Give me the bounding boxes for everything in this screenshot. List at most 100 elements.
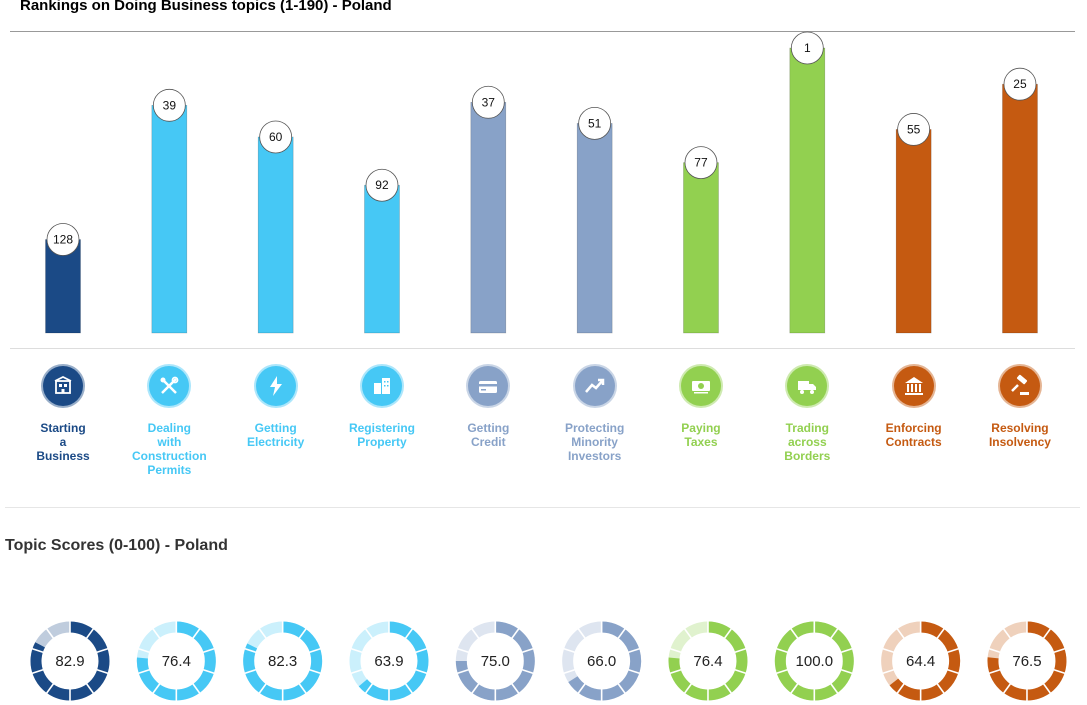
donut-separator — [896, 627, 906, 640]
donut-fill — [889, 621, 961, 701]
topic-label: Enforcing Contracts — [885, 421, 942, 449]
title-divider — [10, 31, 1075, 32]
rank-badge — [259, 120, 293, 154]
donut-separator — [258, 627, 268, 640]
topic-item: Registering Property — [327, 366, 437, 449]
donut-separator — [723, 627, 733, 640]
rank-label: 92 — [375, 178, 389, 192]
donut-separator — [404, 627, 414, 640]
rank-badge — [152, 88, 186, 122]
donut-fill — [136, 621, 216, 701]
donut-separator — [1042, 627, 1052, 640]
rank-badge — [471, 85, 505, 119]
donut-separator — [95, 668, 109, 675]
donut-separator — [1052, 668, 1066, 675]
donut-separator — [151, 627, 161, 640]
donut-separator — [988, 647, 1002, 654]
score-label: 63.9 — [374, 653, 403, 670]
donut-separator — [202, 668, 216, 675]
donut-separator — [308, 668, 322, 675]
rank-badge — [684, 146, 718, 180]
building-icon — [43, 366, 83, 406]
rank-label: 55 — [907, 122, 921, 136]
donut-separator — [414, 668, 428, 675]
score-donut: 76.4 — [668, 620, 748, 702]
credit-card-icon — [468, 366, 509, 406]
bar — [364, 184, 400, 334]
section-divider — [5, 507, 1080, 508]
donut-separator — [946, 668, 960, 675]
score-label: 75.0 — [481, 653, 510, 670]
donut-separator — [308, 647, 322, 654]
donut-separator — [1042, 682, 1052, 695]
donut-separator — [617, 627, 627, 640]
trend-up-icon — [574, 366, 615, 406]
donut-fill — [30, 621, 110, 701]
donut-separator — [137, 647, 151, 654]
donut-separator — [364, 627, 374, 640]
bar — [470, 101, 507, 334]
donut-separator — [298, 627, 308, 640]
donut-separator — [470, 682, 480, 695]
bar — [257, 136, 294, 334]
donut-separator — [617, 682, 627, 695]
donut-separator — [364, 682, 374, 695]
donut-separator — [936, 627, 946, 640]
donut-separator — [627, 647, 641, 654]
donut-separator — [789, 682, 799, 695]
donut-separator — [243, 647, 257, 654]
score-label: 82.3 — [268, 653, 297, 670]
donut-separator — [733, 647, 747, 654]
score-label: 76.4 — [162, 653, 191, 670]
donut-separator — [298, 682, 308, 695]
donut-separator — [562, 647, 576, 654]
donut-fill — [455, 621, 535, 701]
rank-badge — [578, 106, 612, 140]
bar — [789, 47, 826, 334]
rank-badge — [46, 223, 80, 256]
money-icon — [680, 366, 721, 406]
score-donut: 64.4 — [881, 620, 961, 702]
gavel-icon — [999, 366, 1040, 406]
topic-label: Starting a Business — [36, 421, 90, 463]
score-donut: 76.5 — [987, 620, 1067, 702]
tools-icon — [149, 366, 190, 406]
donut-separator — [45, 627, 55, 640]
score-donut: 66.0 — [562, 620, 642, 702]
donut-separator — [510, 682, 520, 695]
donut-fill — [668, 621, 748, 701]
donut-separator — [151, 682, 161, 695]
donut-separator — [896, 682, 906, 695]
donut-separator — [936, 682, 946, 695]
donut-separator — [404, 682, 414, 695]
donut-separator — [1002, 627, 1012, 640]
lightning-icon — [255, 366, 296, 406]
donut-separator — [1002, 682, 1012, 695]
rank-label: 37 — [482, 95, 496, 109]
truck-icon — [787, 366, 828, 406]
donut-separator — [733, 668, 747, 675]
score-label: 66.0 — [587, 653, 616, 670]
bar — [683, 162, 719, 334]
score-label: 64.4 — [906, 653, 935, 670]
donut-separator — [258, 682, 268, 695]
score-label: 100.0 — [796, 653, 834, 670]
donut-separator — [1052, 647, 1066, 654]
donut-separator — [191, 627, 201, 640]
score-donut: 82.3 — [243, 620, 323, 702]
rank-badge — [365, 168, 399, 202]
donut-fill — [568, 621, 642, 701]
donut-separator — [31, 647, 45, 654]
donut-separator — [683, 627, 693, 640]
rank-badge — [897, 113, 931, 146]
rank-badge — [1003, 67, 1037, 101]
donut-separator — [510, 627, 520, 640]
rank-label: 39 — [163, 98, 177, 112]
donut-separator — [723, 682, 733, 695]
rank-label: 128 — [53, 233, 73, 247]
topic-item: Resolving Insolvency — [965, 366, 1075, 449]
bar — [1002, 83, 1038, 334]
rank-label: 1 — [804, 41, 811, 55]
topic-item: Protecting Minority Investors — [540, 366, 650, 463]
donut-separator — [840, 668, 854, 675]
